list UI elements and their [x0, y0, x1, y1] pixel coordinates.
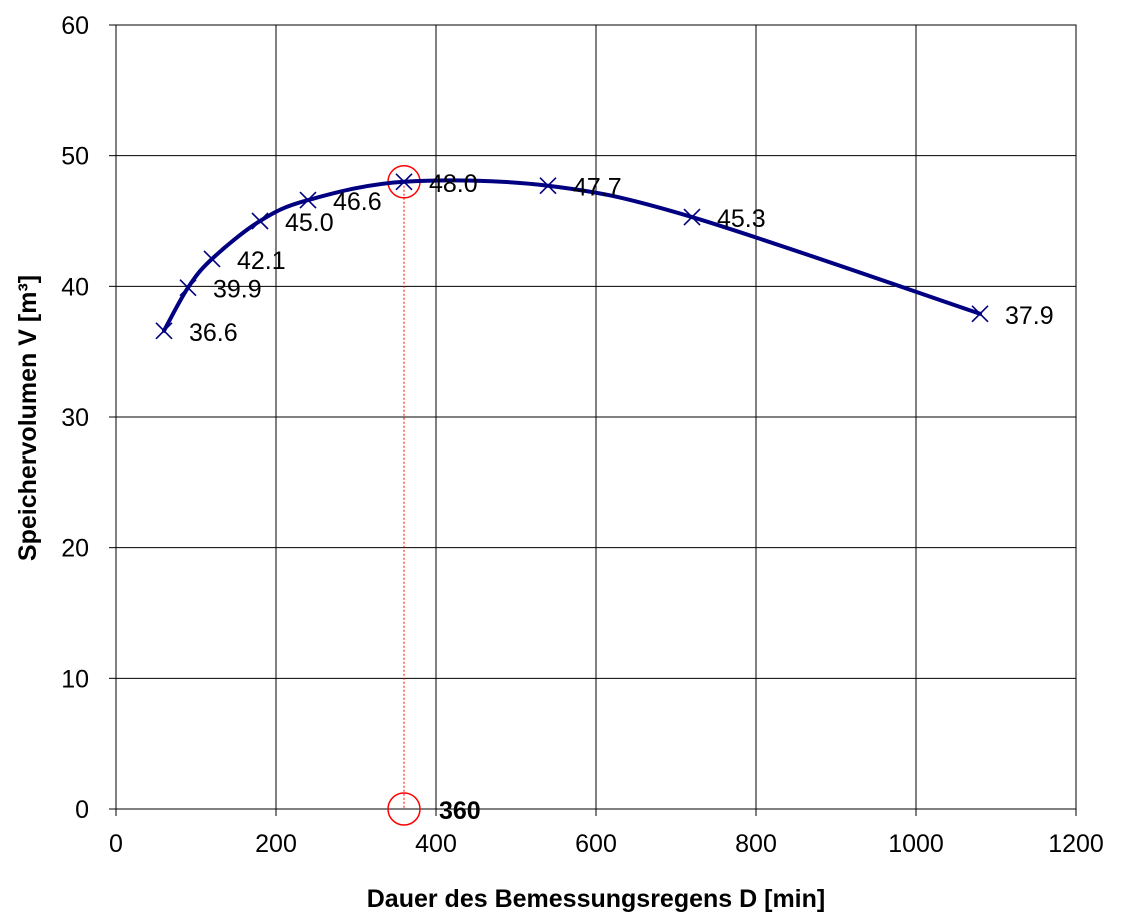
- tick-labels: 0 200 400 600 800 1000 1200 0 10 20 30 40 50 60: [61, 12, 1104, 858]
- data-point-marker: [203, 250, 221, 268]
- data-label: 36.6: [189, 319, 238, 347]
- data-point-marker: [251, 212, 269, 230]
- y-tick-label: 30: [61, 404, 89, 432]
- x-tick-label: 600: [575, 830, 617, 858]
- x-tick-label: 200: [255, 830, 297, 858]
- series: [155, 173, 989, 340]
- y-axis-title: Speichervolumen V [m³]: [14, 275, 42, 561]
- highlight-x-label: 360: [439, 797, 481, 825]
- highlight-axis-circle: [387, 792, 421, 826]
- data-point-marker: [539, 177, 557, 195]
- series-line: [162, 178, 982, 333]
- plot-area: [115, 24, 1077, 810]
- axes: [109, 24, 1077, 816]
- data-point-marker: [155, 322, 173, 340]
- data-point-marker: [395, 173, 413, 191]
- data-label: 39.9: [213, 276, 262, 304]
- data-label: 46.6: [333, 188, 382, 216]
- grid: [115, 24, 1077, 810]
- data-label: 47.7: [573, 174, 622, 202]
- data-label: 37.9: [1005, 302, 1054, 330]
- y-tick-label: 20: [61, 535, 89, 563]
- data-label: 42.1: [237, 247, 286, 275]
- y-tick-label: 40: [61, 273, 89, 301]
- y-tick-label: 60: [61, 12, 89, 40]
- data-point-marker: [179, 279, 197, 297]
- x-tick-label: 800: [735, 830, 777, 858]
- data-point-marker: [299, 191, 317, 209]
- data-labels: 36.6 39.942.1 45.046.6 48.0 47.7 45.3 37.9: [189, 170, 1054, 347]
- y-tick-label: 10: [61, 665, 89, 693]
- data-label: 48.0: [429, 170, 478, 198]
- data-point-marker: [683, 208, 701, 226]
- x-axis-title: Dauer des Bemessungsregens D [min]: [367, 885, 825, 913]
- data-label: 45.0: [285, 209, 334, 237]
- x-tick-label: 400: [415, 830, 457, 858]
- highlight: 360: [387, 165, 481, 826]
- data-label: 45.3: [717, 205, 766, 233]
- x-tick-label: 1000: [888, 830, 944, 858]
- data-point-marker: [971, 305, 989, 323]
- x-tick-label: 1200: [1048, 830, 1104, 858]
- x-tick-label: 0: [109, 830, 123, 858]
- y-tick-label: 0: [75, 796, 89, 824]
- y-tick-label: 50: [61, 143, 89, 171]
